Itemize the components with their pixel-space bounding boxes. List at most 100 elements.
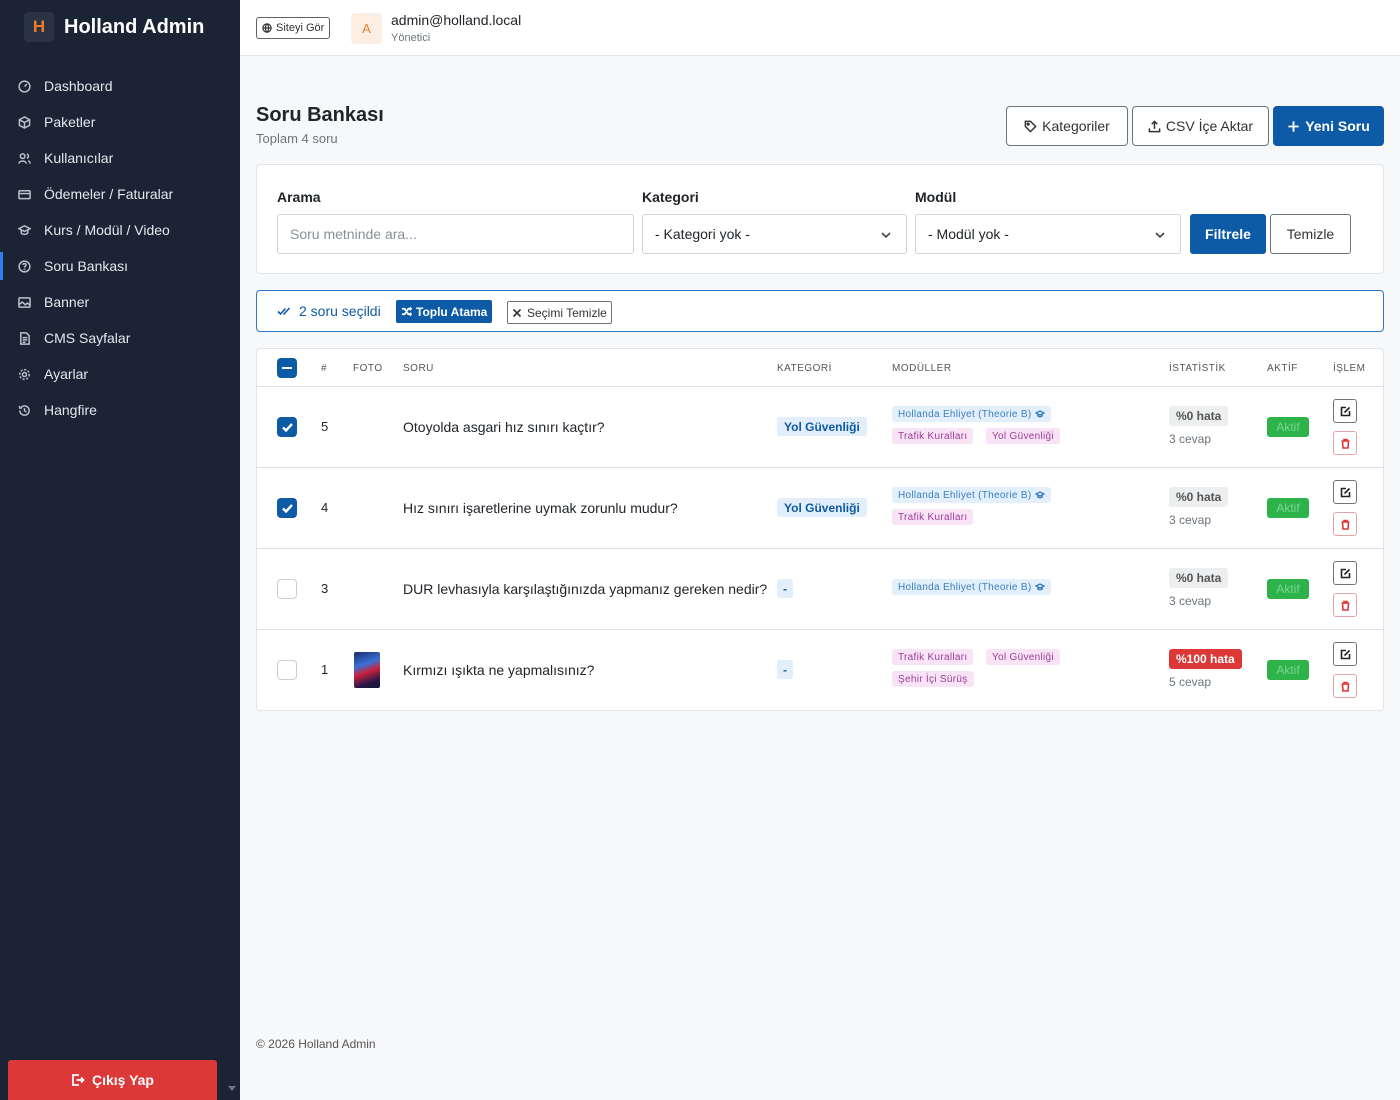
footer-copyright: © 2026 Holland Admin (256, 1037, 376, 1051)
trash-icon (1341, 519, 1349, 530)
sidebar-item-cms-pages[interactable]: CMS Sayfalar (0, 320, 240, 356)
logout-button[interactable]: Çıkış Yap (8, 1060, 217, 1100)
module-select-value: - Modül yok - (928, 226, 1009, 242)
module-tag: Hollanda Ehliyet (Theorie B) (892, 406, 1052, 422)
answer-count: 3 cevap (1169, 594, 1212, 608)
column-header-stats: İSTATİSTİK (1169, 363, 1226, 374)
edit-button[interactable] (1333, 561, 1357, 585)
view-site-button[interactable]: Siteyi Gör (256, 17, 331, 39)
column-header-actions: İŞLEM (1333, 363, 1366, 374)
sidebar-item-label: Dashboard (44, 78, 113, 94)
row-checkbox[interactable] (277, 579, 297, 599)
sidebar-item-banner[interactable]: Banner (0, 284, 240, 320)
category-badge: Yol Güvenliği (777, 498, 867, 517)
sidebar: H Holland Admin Dashboard Paketler Kulla… (0, 0, 240, 1100)
selection-count: 2 soru seçildi (277, 303, 381, 319)
sidebar-item-label: Kurs / Modül / Video (44, 222, 170, 238)
error-rate-badge: %0 hata (1169, 406, 1229, 426)
dashboard-icon (17, 79, 31, 93)
search-input[interactable] (277, 214, 634, 254)
answer-count: 3 cevap (1169, 432, 1212, 446)
clear-filters-button[interactable]: Temizle (1270, 214, 1351, 254)
module-tag: Trafik Kuralları (892, 428, 974, 444)
shuffle-icon (401, 306, 412, 317)
edit-button[interactable] (1333, 642, 1357, 666)
question-photo[interactable] (354, 652, 380, 688)
row-checkbox[interactable] (277, 660, 297, 680)
module-select[interactable]: - Modül yok - (915, 214, 1181, 254)
filter-button[interactable]: Filtrele (1190, 214, 1266, 254)
row-checkbox[interactable] (277, 417, 297, 437)
new-question-button-label: Yeni Soru (1305, 118, 1370, 134)
sidebar-nav: Dashboard Paketler Kullanıcılar Ödemeler… (0, 68, 240, 428)
status-badge[interactable]: Aktif (1267, 579, 1309, 599)
sidebar-item-users[interactable]: Kullanıcılar (0, 140, 240, 176)
delete-button[interactable] (1333, 431, 1357, 455)
select-all-checkbox[interactable] (277, 358, 297, 378)
module-tag: Yol Güvenliği (986, 428, 1060, 444)
module-tag: Trafik Kuralları (892, 649, 974, 665)
edit-button[interactable] (1333, 480, 1357, 504)
status-badge[interactable]: Aktif (1267, 498, 1309, 518)
chevron-down-icon (881, 232, 891, 239)
double-check-icon (277, 307, 291, 316)
sidebar-item-question-bank[interactable]: Soru Bankası (0, 248, 240, 284)
delete-button[interactable] (1333, 512, 1357, 536)
sidebar-item-payments[interactable]: Ödemeler / Faturalar (0, 176, 240, 212)
question-text: Otoyolda asgari hız sınırı kaçtır? (403, 419, 605, 435)
sidebar-item-settings[interactable]: Ayarlar (0, 356, 240, 392)
category-select[interactable]: - Kategori yok - (642, 214, 907, 254)
user-email: admin@holland.local (391, 12, 522, 28)
sidebar-item-label: CMS Sayfalar (44, 330, 131, 346)
brand[interactable]: H Holland Admin (24, 12, 204, 42)
check-icon (282, 504, 293, 514)
scroll-down-arrow[interactable] (228, 1086, 236, 1091)
card-icon (17, 187, 31, 201)
new-question-button[interactable]: Yeni Soru (1273, 106, 1384, 146)
sidebar-item-label: Kullanıcılar (44, 150, 114, 166)
error-rate-badge: %0 hata (1169, 487, 1229, 507)
delete-button[interactable] (1333, 674, 1357, 698)
table-row: 1 Kırmızı ışıkta ne yapmalısınız? - Traf… (257, 630, 1383, 711)
sidebar-item-packages[interactable]: Paketler (0, 104, 240, 140)
question-text: Kırmızı ışıkta ne yapmalısınız? (403, 662, 595, 678)
history-icon (17, 403, 31, 417)
answer-count: 3 cevap (1169, 513, 1212, 527)
sidebar-item-label: Ayarlar (44, 366, 89, 382)
module-tag-label: Hollanda Ehliyet (Theorie B) (898, 581, 1032, 593)
clear-selection-button[interactable]: Seçimi Temizle (507, 301, 612, 324)
table-row: 3 DUR levhasıyla karşılaştığınızda yapma… (257, 549, 1383, 630)
sidebar-item-label: Ödemeler / Faturalar (44, 186, 174, 202)
status-badge[interactable]: Aktif (1267, 417, 1309, 437)
csv-import-button[interactable]: CSV İçe Aktar (1132, 106, 1269, 146)
user-role: Yönetici (391, 32, 431, 44)
logout-icon (72, 1074, 85, 1086)
csv-import-button-label: CSV İçe Aktar (1165, 118, 1254, 134)
sidebar-item-dashboard[interactable]: Dashboard (0, 68, 240, 104)
categories-button[interactable]: Kategoriler (1006, 106, 1128, 146)
question-id: 4 (321, 500, 329, 515)
document-icon (17, 331, 31, 345)
row-checkbox[interactable] (277, 498, 297, 518)
edit-button[interactable] (1333, 399, 1357, 423)
delete-button[interactable] (1333, 593, 1357, 617)
check-icon (282, 423, 293, 433)
gear-icon (17, 367, 31, 381)
graduation-cap-icon (1035, 491, 1046, 499)
avatar[interactable]: A (351, 13, 382, 44)
column-header-number: # (321, 363, 328, 374)
header-divider (257, 386, 1383, 387)
sidebar-item-hangfire[interactable]: Hangfire (0, 392, 240, 428)
module-tag: Hollanda Ehliyet (Theorie B) (892, 579, 1052, 595)
column-header-modules: MODÜLLER (892, 363, 952, 374)
module-tag: Trafik Kuralları (892, 509, 974, 525)
sidebar-item-courses[interactable]: Kurs / Modül / Video (0, 212, 240, 248)
graduation-cap-icon (1035, 583, 1046, 591)
module-tag-label: Hollanda Ehliyet (Theorie B) (898, 408, 1032, 420)
column-header-active: AKTİF (1267, 363, 1298, 374)
bulk-assign-button[interactable]: Toplu Atama (396, 300, 493, 323)
category-badge: - (777, 660, 793, 679)
status-badge[interactable]: Aktif (1267, 660, 1309, 680)
image-icon (17, 295, 31, 309)
bulk-assign-label: Toplu Atama (416, 304, 488, 319)
